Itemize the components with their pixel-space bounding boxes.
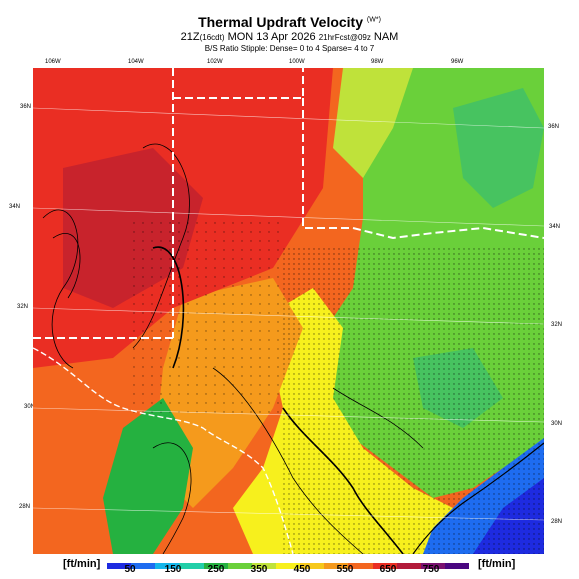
lat-label: 32N	[17, 304, 29, 310]
colorbar-tick: 550	[336, 564, 354, 575]
colorbar-unit-left: [ft/min]	[63, 558, 101, 570]
colorbar-swatch	[275, 563, 301, 569]
stipple-sparse	[133, 218, 283, 418]
lon-label: 96W	[451, 59, 464, 65]
coastline	[412, 442, 544, 554]
colorbar-swatch	[420, 563, 445, 569]
lon-label: 104W	[128, 59, 144, 65]
map-canvas	[33, 68, 544, 554]
lon-label: 106W	[45, 59, 61, 65]
contour-thick	[152, 246, 404, 554]
forecast-time-line: 21Z(16cdt) MON 13 Apr 2026 21hrFcst@09z …	[180, 31, 399, 43]
rio-grande	[33, 347, 294, 554]
lat-label: 28N	[551, 519, 563, 525]
state-borders	[33, 68, 544, 339]
colorbar	[107, 563, 470, 569]
lat-label: 34N	[9, 204, 21, 210]
colorbar-swatch	[131, 563, 156, 569]
colorbar-tick: 50	[124, 564, 136, 575]
colorbar-tick: 250	[207, 564, 225, 575]
field-yellow-north	[333, 68, 413, 178]
colorbar-swatch	[396, 563, 421, 569]
lat-label: 36N	[20, 104, 32, 110]
colorbar-swatch	[324, 563, 349, 569]
colorbar-tick: 750	[422, 564, 440, 575]
chart-title: Thermal Updraft Velocity (W*)	[198, 14, 381, 30]
lon-label: 98W	[371, 59, 384, 65]
colorbar-swatch	[155, 563, 180, 569]
colorbar-swatch	[300, 563, 325, 569]
lat-label: 30N	[551, 421, 563, 427]
lat-label: 32N	[551, 322, 563, 328]
colorbar-swatch	[203, 563, 228, 569]
graticule	[33, 107, 544, 521]
colorbar-swatch	[444, 563, 470, 569]
contour-lines	[42, 143, 424, 554]
stipple-dense	[283, 248, 544, 554]
lat-label: 36N	[548, 124, 560, 130]
colorbar-swatch	[227, 563, 252, 569]
lat-label: 28N	[19, 504, 31, 510]
lon-label: 102W	[207, 59, 223, 65]
colorbar-swatch	[251, 563, 276, 569]
title-units: (W*)	[366, 16, 381, 24]
thermal-map	[33, 68, 544, 554]
colorbar-tick: 450	[293, 564, 311, 575]
stipple-legend-line: B/S Ratio Stipple: Dense= 0 to 4 Sparse=…	[204, 44, 375, 53]
lon-label: 100W	[289, 59, 305, 65]
colorbar-swatch	[348, 563, 373, 569]
colorbar-swatch	[107, 563, 132, 569]
colorbar-tick: 150	[164, 564, 182, 575]
field-green-southwest	[103, 398, 193, 554]
lat-label: 34N	[549, 224, 561, 230]
colorbar-swatch	[372, 563, 397, 569]
lat-label: 30N	[24, 404, 36, 410]
colorbar-tick: 350	[250, 564, 268, 575]
field-teal-patches	[413, 88, 544, 428]
colorbar-unit-right: [ft/min]	[478, 558, 516, 570]
colorbar-tick: 650	[379, 564, 397, 575]
colorbar-swatch	[179, 563, 204, 569]
